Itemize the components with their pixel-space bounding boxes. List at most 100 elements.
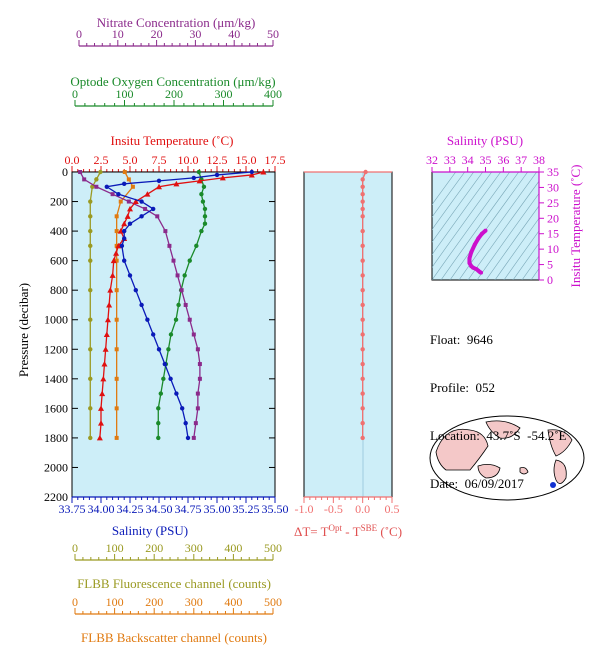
oxygen-marker bbox=[176, 302, 181, 308]
pressure-tick-label: 1000 bbox=[44, 313, 68, 327]
oxygen-marker bbox=[173, 317, 179, 322]
salinity-marker bbox=[139, 302, 144, 308]
temperature-marker bbox=[99, 390, 106, 397]
ts-background bbox=[431, 171, 540, 281]
nitrate-marker bbox=[82, 177, 87, 182]
salinity-tick-label: 33.75 bbox=[59, 502, 86, 516]
nitrate-line bbox=[79, 171, 201, 438]
ts-temperature-tick-label: 15 bbox=[547, 227, 559, 241]
fluorescence-tick-label: 100 bbox=[106, 541, 124, 555]
delta-t-tick-label: 0.0 bbox=[355, 502, 370, 516]
main-plot-background bbox=[71, 171, 276, 498]
nitrate-marker bbox=[110, 192, 115, 197]
salinity-marker bbox=[104, 184, 110, 189]
delta_t-marker bbox=[360, 406, 365, 411]
temperature-marker bbox=[100, 375, 107, 382]
salinity-tick-label: 34.00 bbox=[88, 502, 115, 516]
nitrate-marker bbox=[167, 243, 172, 248]
nitrate-marker bbox=[187, 317, 192, 322]
ts-salinity-label: Salinity (PSU) bbox=[447, 133, 523, 148]
delta_t-marker bbox=[360, 228, 365, 234]
temperature-ticks: 0.0 2.5 5.0 7.5 10.0 12.5 15.0 17.5 bbox=[65, 153, 286, 173]
oxygen-marker bbox=[202, 214, 208, 219]
delta-t-tick-label: -0.5 bbox=[324, 502, 343, 516]
oxygen-marker bbox=[196, 169, 202, 175]
temperature-axis: Insitu Temperature (˚C) 0.0 2.5 5.0 7.5 10.0… bbox=[65, 133, 286, 173]
float-location-marker bbox=[550, 482, 556, 488]
ts-contour bbox=[432, 172, 475, 230]
ts-salinity-tick-label: 38 bbox=[533, 153, 545, 167]
delta_t-marker bbox=[360, 199, 365, 204]
salinity-marker bbox=[127, 221, 133, 226]
ts-contour bbox=[476, 193, 539, 280]
backscatter-marker bbox=[114, 347, 119, 352]
ts-temperature-tick-label: 10 bbox=[547, 242, 559, 256]
delta-t-axis-label: ΔT= TOpt - TSBE (˚C) bbox=[294, 523, 402, 539]
temperature-marker bbox=[113, 250, 120, 256]
ts-marker bbox=[479, 231, 484, 236]
map-landmass bbox=[519, 467, 529, 475]
backscatter-tick-label: 500 bbox=[264, 595, 282, 609]
temperature-tick-label: 17.5 bbox=[265, 153, 286, 167]
location: Location: 43.7˚S -54.2˚E bbox=[430, 428, 567, 443]
temperature-marker bbox=[219, 174, 226, 181]
backscatter-marker bbox=[126, 177, 131, 182]
delta_t-marker bbox=[360, 420, 365, 426]
delta_t-marker bbox=[360, 391, 365, 396]
delta_t-marker bbox=[360, 177, 365, 182]
temperature-marker bbox=[107, 287, 114, 293]
backscatter-marker bbox=[114, 376, 119, 381]
oxygen-ticks: 0 100 200 300 400 bbox=[72, 87, 282, 107]
fluorescence-marker bbox=[98, 169, 103, 175]
backscatter-marker bbox=[114, 258, 119, 263]
fluorescence-marker bbox=[88, 228, 93, 234]
nitrate-axis: Nitrate Concentration (μm/kg) 0 10 20 30 40 5… bbox=[76, 15, 279, 47]
nitrate-marker bbox=[195, 406, 200, 411]
backscatter-marker bbox=[114, 243, 119, 248]
salinity-marker bbox=[116, 191, 121, 197]
salinity-marker bbox=[156, 178, 162, 184]
nitrate-tick-label: 0 bbox=[76, 27, 82, 41]
temperature-marker bbox=[121, 220, 128, 227]
ts-contour bbox=[485, 205, 539, 280]
backscatter-marker bbox=[114, 406, 119, 411]
temperature-marker bbox=[109, 272, 116, 278]
ts-marker bbox=[479, 270, 484, 275]
temperature-marker bbox=[103, 331, 110, 337]
temperature-tick-label: 0.0 bbox=[65, 153, 80, 167]
pressure-axis-label: Pressure (decibar) bbox=[16, 283, 31, 377]
temperature-marker bbox=[127, 205, 133, 212]
ts-salinity-tick-label: 37 bbox=[515, 153, 527, 167]
map-land bbox=[435, 420, 573, 484]
ts-marker bbox=[476, 236, 481, 241]
ts-contour bbox=[432, 172, 493, 256]
temperature-marker bbox=[110, 257, 117, 264]
delta-t-plot: -1.0 -0.5 0.0 0.5 ΔT= TOpt - TSBE (˚C) bbox=[294, 169, 402, 539]
float-info: Float: 9646 Profile: 052 Location: 43.7˚… bbox=[430, 300, 566, 508]
delta-t-tick-label: 0.5 bbox=[385, 502, 400, 516]
salinity-marker bbox=[145, 317, 150, 322]
ts-marker bbox=[469, 250, 474, 255]
temperature-axis-label: Insitu Temperature (˚C) bbox=[110, 133, 233, 148]
delta_t-marker bbox=[360, 435, 365, 441]
map-landmass bbox=[485, 420, 521, 439]
fluorescence-marker bbox=[88, 317, 93, 322]
salinity-axis-label: Salinity (PSU) bbox=[112, 523, 188, 538]
temperature-marker bbox=[156, 183, 162, 190]
nitrate-axis-label: Nitrate Concentration (μm/kg) bbox=[97, 15, 256, 30]
delta_t-marker bbox=[360, 258, 365, 263]
oxygen-marker bbox=[194, 243, 199, 249]
salinity-marker bbox=[122, 236, 127, 241]
delta_t-marker bbox=[360, 376, 365, 382]
salinity-marker bbox=[162, 361, 167, 367]
nitrate-tick-label: 30 bbox=[189, 27, 201, 41]
pressure-tick-label: 400 bbox=[50, 224, 68, 238]
temperature-tick-label: 2.5 bbox=[94, 153, 109, 167]
delta_t-line bbox=[362, 171, 367, 438]
oxygen-tick-label: 400 bbox=[264, 87, 282, 101]
salinity-marker bbox=[119, 243, 125, 249]
salinity-tick-label: 35.25 bbox=[233, 502, 260, 516]
ts-contour bbox=[440, 172, 520, 280]
temperature-tick-label: 10.0 bbox=[178, 153, 199, 167]
